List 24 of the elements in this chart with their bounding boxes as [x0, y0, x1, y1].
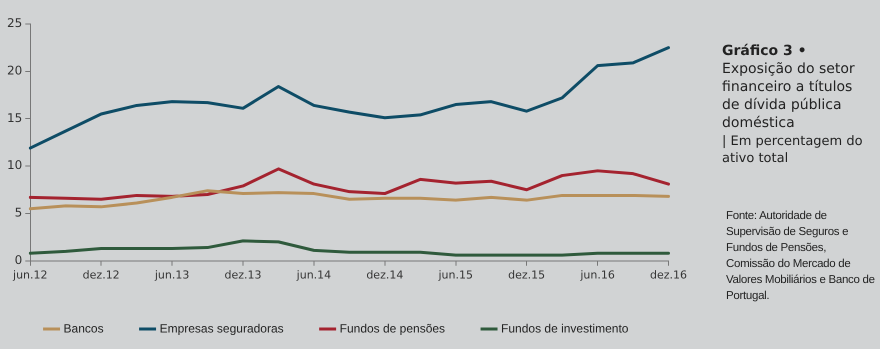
y-tick-label: 10 [6, 158, 22, 172]
x-tick-label: dez.13 [224, 268, 262, 282]
x-tick-label: jun.14 [296, 268, 332, 282]
y-tick-label: 25 [6, 16, 22, 30]
x-tick-label: dez.12 [82, 268, 120, 282]
x-tick-label: dez.14 [366, 268, 404, 282]
text: Gráfico 3 • [722, 42, 808, 60]
y-axis-title: | Em percentagem do ativo total [722, 133, 864, 167]
legend-label: Empresas seguradoras [160, 321, 284, 336]
y-tick-label: 0 [14, 252, 22, 267]
y-tick-label: 5 [14, 206, 22, 220]
x-tick-label: dez.15 [508, 268, 546, 282]
legend-label: Fundos de investimento [501, 321, 629, 336]
x-tick-label: dez.16 [650, 268, 688, 282]
x-tick-label: jun.15 [438, 268, 473, 282]
x-tick-label: jun.13 [154, 268, 190, 282]
source-note: Fonte: Autoridade de Supervisão de Seguros e Fundos de Pensões, Comissão do Mercado de Valores Mobiliários e Banco de Portugal. [726, 209, 876, 304]
y-tick-label: 20 [6, 63, 22, 78]
x-tick-label: jun.16 [579, 268, 615, 282]
x-tick-label: jun.12 [12, 268, 48, 282]
legend-label: Fundos de pensões [340, 321, 446, 336]
legend-label: Bancos [64, 321, 104, 336]
y-tick-label: 15 [6, 110, 22, 125]
text: Exposição do setor financeiro a títulos de dívida pública doméstica [722, 60, 856, 132]
